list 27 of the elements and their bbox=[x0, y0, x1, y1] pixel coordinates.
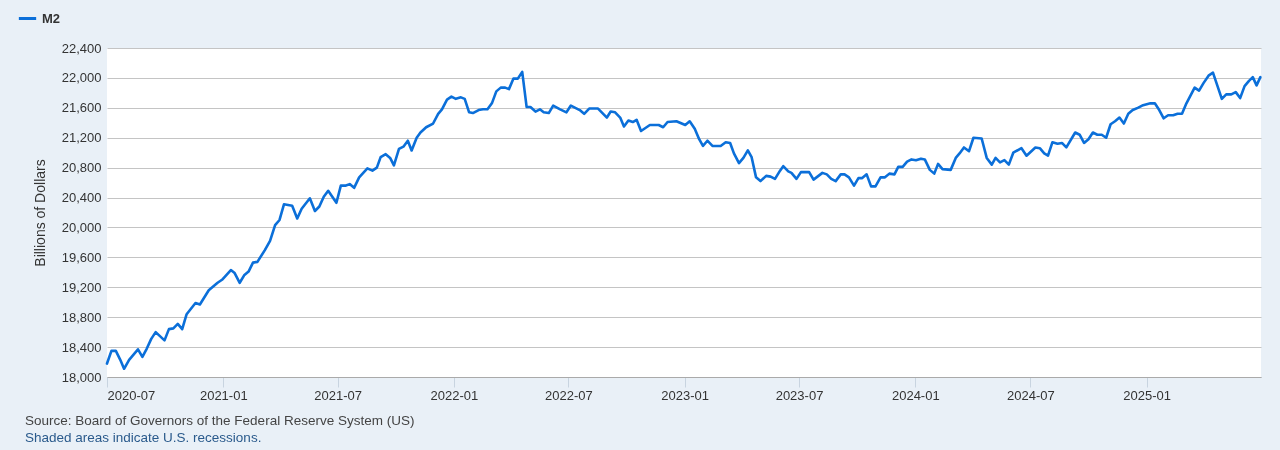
x-tick-label: 2022-01 bbox=[430, 387, 479, 403]
y-tick-label: 20,000 bbox=[61, 219, 102, 235]
y-tick-label: 21,200 bbox=[61, 130, 102, 146]
x-tick-label: 2023-07 bbox=[775, 387, 824, 403]
line-series bbox=[105, 70, 1262, 371]
y-axis-title: Billions of Dollars bbox=[31, 159, 48, 267]
y-tick-label: 19,600 bbox=[61, 249, 102, 265]
source-note: Source: Board of Governors of the Federal Reserve System (US) bbox=[25, 412, 415, 429]
x-tick-label: 2022-07 bbox=[544, 387, 593, 403]
y-tick-label: 18,000 bbox=[61, 369, 102, 385]
text: Shaded areas indicate U.S. recessions. bbox=[25, 429, 263, 446]
y-tick-label: 18,800 bbox=[61, 309, 102, 325]
x-tick-label: 2025-01 bbox=[1123, 387, 1171, 403]
y-tick-label: 20,400 bbox=[61, 190, 102, 206]
x-tick-label: 2024-07 bbox=[1006, 387, 1055, 403]
y-tick-label: 21,600 bbox=[61, 100, 102, 116]
y-tick-label: 22,400 bbox=[61, 40, 102, 56]
x-tick-label: 2024-01 bbox=[891, 387, 940, 403]
x-tick-label: 2023-01 bbox=[661, 387, 709, 403]
x-tick-label: 2021-07 bbox=[314, 387, 363, 403]
x-tick-label: 2021-01 bbox=[199, 387, 248, 403]
y-tick-label: 18,400 bbox=[61, 339, 102, 355]
y-tick-label: 22,000 bbox=[61, 70, 102, 86]
x-tick-label: 2020-07 bbox=[107, 387, 156, 403]
y-tick-label: 19,200 bbox=[61, 279, 102, 295]
y-tick-label: 20,800 bbox=[61, 160, 102, 176]
legend-label: M2 bbox=[42, 10, 61, 26]
